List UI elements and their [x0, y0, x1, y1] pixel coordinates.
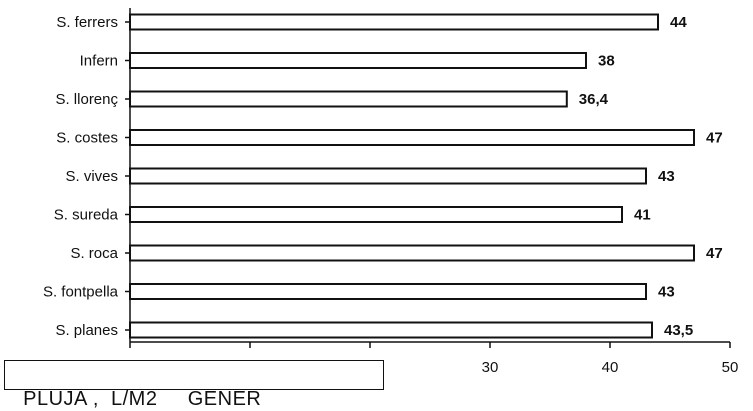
value-label: 38 — [598, 53, 615, 70]
value-label: 43 — [658, 284, 675, 301]
bar — [129, 52, 587, 69]
bar — [129, 129, 695, 146]
category-label: S. vives — [65, 168, 118, 185]
value-label: 44 — [670, 14, 687, 31]
chart-title: PLUJA , L/M2 GENER — [23, 388, 262, 410]
category-label: S. costes — [56, 130, 118, 147]
bar — [129, 90, 568, 108]
category-label: S. sureda — [54, 207, 119, 224]
category-label: S. fontpella — [43, 284, 119, 301]
bar — [129, 244, 695, 262]
x-tick-label: 40 — [602, 359, 619, 376]
x-tick-label: 50 — [722, 359, 739, 376]
category-label: Infern — [80, 53, 118, 70]
bar — [129, 167, 647, 185]
value-label: 47 — [706, 130, 723, 147]
bar-chart: 30 40 50 S. ferrers 44 Infern 38 S. llorenç 36,4… — [43, 8, 739, 376]
value-label: 47 — [706, 245, 723, 262]
category-label: S. roca — [70, 245, 118, 262]
value-label: 43 — [658, 168, 675, 185]
bar — [129, 321, 653, 339]
bar — [129, 206, 623, 223]
category-label: S. ferrers — [56, 14, 118, 31]
value-label: 36,4 — [579, 91, 609, 108]
bar — [129, 283, 647, 300]
chart-title-box: PLUJA , L/M2 GENER — [4, 360, 384, 410]
category-label: S. llorenç — [55, 91, 118, 108]
x-tick-label: 30 — [482, 359, 499, 376]
value-label: 41 — [634, 207, 651, 224]
bar — [129, 13, 659, 31]
value-label: 43,5 — [664, 322, 693, 339]
category-label: S. planes — [55, 322, 118, 339]
